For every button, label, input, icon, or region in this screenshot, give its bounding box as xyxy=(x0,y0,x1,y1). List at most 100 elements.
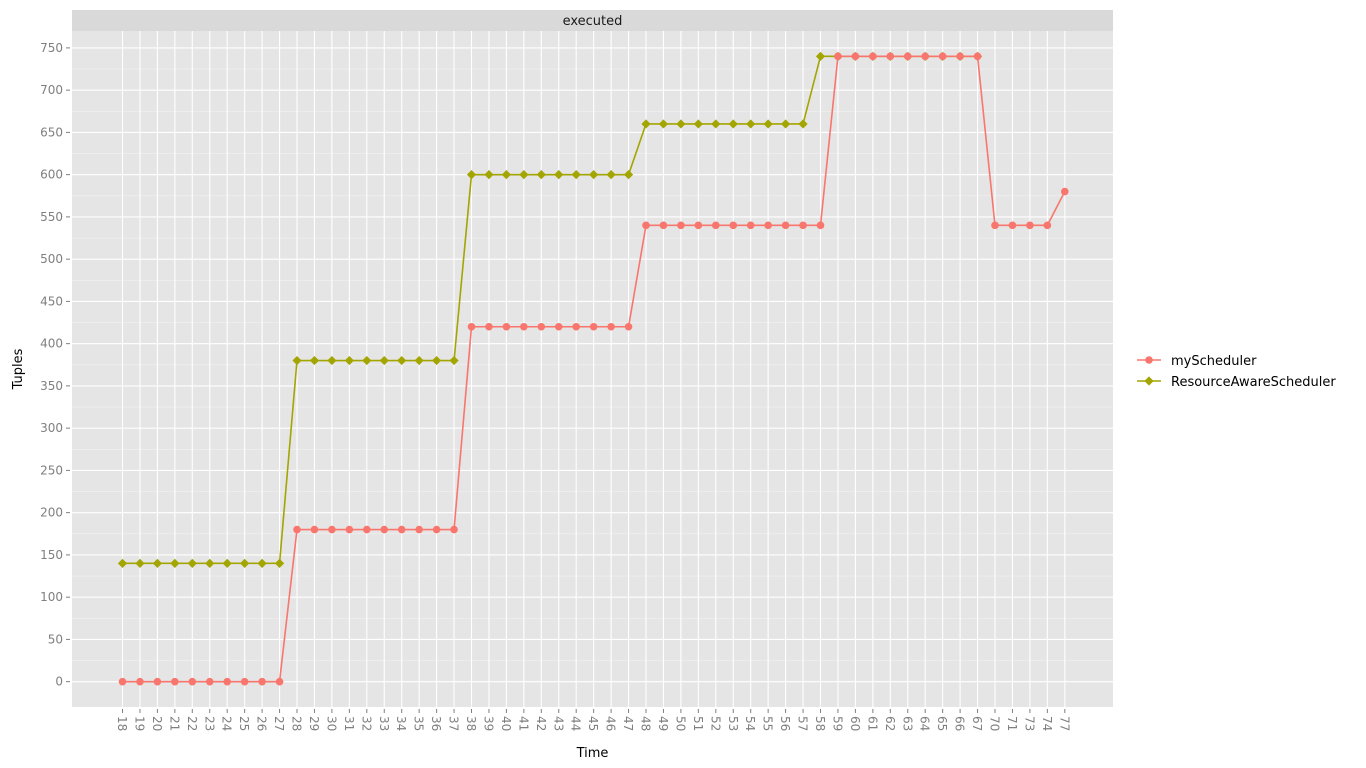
x-tick-label: 21 xyxy=(167,716,181,731)
data-point xyxy=(711,119,721,129)
x-tick-label: 67 xyxy=(970,716,984,731)
data-point xyxy=(659,221,668,230)
data-point xyxy=(257,558,267,568)
x-tick-label: 56 xyxy=(778,716,792,731)
data-point xyxy=(607,322,615,331)
data-point xyxy=(816,221,825,230)
data-point xyxy=(677,221,685,230)
x-tick-label: 52 xyxy=(708,716,722,731)
data-point xyxy=(728,119,738,129)
x-tick-label: 73 xyxy=(1022,716,1036,731)
data-point xyxy=(292,355,302,366)
x-tick-label: 26 xyxy=(255,716,269,731)
data-point xyxy=(274,558,285,568)
data-point xyxy=(293,525,301,534)
x-tick-label: 32 xyxy=(359,716,373,731)
x-tick-label: 77 xyxy=(1057,716,1071,731)
x-tick-label: 50 xyxy=(673,716,687,731)
x-tick-label: 45 xyxy=(586,716,600,731)
data-point xyxy=(973,52,982,61)
x-tick-label: 24 xyxy=(220,716,234,731)
data-point xyxy=(1061,187,1069,196)
data-point xyxy=(815,51,826,61)
data-point xyxy=(205,558,215,568)
x-tick-label: 18 xyxy=(115,716,129,731)
data-point xyxy=(676,119,686,129)
data-point xyxy=(432,355,442,366)
data-point xyxy=(886,52,895,61)
y-tick-label: 300 xyxy=(40,421,63,435)
y-tick-label: 450 xyxy=(40,294,63,308)
x-tick-label: 44 xyxy=(569,716,583,731)
y-tick-label: 100 xyxy=(40,590,63,604)
data-point xyxy=(379,355,389,366)
data-point xyxy=(502,322,511,331)
x-tick-label: 38 xyxy=(464,716,478,731)
x-tick-label: 27 xyxy=(272,716,286,731)
y-axis: 0 50 100 150 200 250 300 350 400 450 500 550 600 650 7… xyxy=(40,41,70,689)
data-point xyxy=(642,221,650,230)
data-point xyxy=(746,221,755,230)
data-point xyxy=(187,558,197,568)
x-tick-label: 42 xyxy=(534,716,548,731)
x-tick-label: 20 xyxy=(150,716,164,731)
data-point xyxy=(450,525,458,534)
x-tick-label: 43 xyxy=(551,716,565,731)
y-tick-label: 550 xyxy=(40,210,63,224)
x-tick-label: 22 xyxy=(185,716,199,731)
y-tick-label: 600 xyxy=(40,168,63,182)
data-point xyxy=(1008,221,1017,230)
x-tick-label: 58 xyxy=(813,716,827,731)
x-tick-label: 33 xyxy=(377,716,391,731)
y-tick-label: 400 xyxy=(40,337,63,351)
data-point xyxy=(363,525,371,534)
legend-label: ResourceAwareScheduler xyxy=(1171,375,1336,390)
legend-key-marker xyxy=(1145,356,1153,364)
data-point xyxy=(1026,221,1034,230)
data-point xyxy=(921,52,929,61)
data-point xyxy=(309,355,320,366)
x-axis-title: Time xyxy=(576,746,609,761)
data-point xyxy=(152,558,162,568)
data-point xyxy=(956,52,964,61)
x-tick-label: 40 xyxy=(499,716,513,731)
series xyxy=(117,51,1069,686)
data-point xyxy=(240,677,249,686)
x-tick-label: 51 xyxy=(691,716,705,731)
data-point xyxy=(781,221,790,230)
x-tick-label: 23 xyxy=(202,716,216,731)
data-point xyxy=(171,677,179,686)
x-tick-label: 19 xyxy=(132,716,146,731)
x-tick-label: 37 xyxy=(447,716,461,731)
data-point xyxy=(694,221,703,230)
x-tick-label: 65 xyxy=(935,716,949,731)
data-point xyxy=(222,558,232,568)
x-tick-label: 39 xyxy=(481,716,495,731)
facet-label: executed xyxy=(563,14,623,29)
data-point xyxy=(799,221,807,230)
x-tick-label: 70 xyxy=(988,716,1002,731)
x-tick-label: 29 xyxy=(307,716,321,731)
x-tick-label: 71 xyxy=(1005,716,1019,731)
legend-item: ResourceAwareScheduler xyxy=(1137,375,1336,390)
y-tick-label: 500 xyxy=(40,252,63,266)
data-point xyxy=(729,221,738,230)
data-point xyxy=(153,677,162,686)
x-tick-label: 46 xyxy=(604,716,618,731)
x-tick-label: 36 xyxy=(429,716,443,731)
x-tick-label: 60 xyxy=(848,716,862,731)
data-point xyxy=(345,525,354,534)
x-tick-label: 41 xyxy=(516,716,530,731)
data-point xyxy=(415,525,423,534)
data-point xyxy=(589,170,599,180)
data-point xyxy=(397,525,406,534)
x-tick-label: 28 xyxy=(290,716,304,731)
data-point xyxy=(310,525,319,534)
data-point xyxy=(205,677,214,686)
data-point xyxy=(571,170,581,180)
data-point xyxy=(414,355,424,366)
x-tick-label: 31 xyxy=(342,716,356,731)
data-point xyxy=(484,170,494,180)
data-point xyxy=(1043,221,1052,230)
